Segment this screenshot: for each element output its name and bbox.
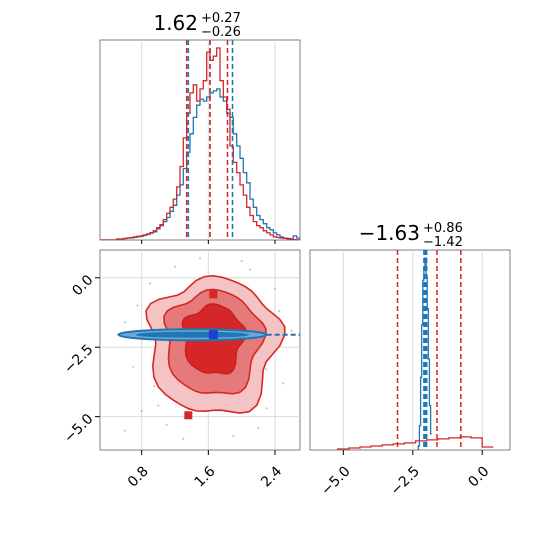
panel-bottom-left-frame	[99, 249, 301, 451]
tick-label-x-bottom-right: −5.0	[318, 463, 353, 498]
contour-blue-core	[135, 331, 250, 338]
scatter-point	[248, 268, 252, 271]
tick-label-x-bottom-left: 1.6	[192, 463, 219, 490]
scatter-point	[123, 429, 127, 432]
scatter-point	[290, 329, 293, 332]
title-top-left-value: 1.62	[153, 11, 198, 35]
panel-top-left-histograms	[100, 40, 300, 240]
tick-label-y-bottom-left: −5.0	[61, 411, 96, 446]
scatter-point	[278, 310, 281, 313]
tick-label-y-bottom-left: −2.5	[61, 342, 96, 377]
panel-bottom-left-contours	[117, 257, 300, 440]
panel-bottom-right-histograms	[337, 250, 494, 450]
scatter-point	[136, 304, 139, 307]
marker-red	[209, 290, 218, 299]
scatter-point	[232, 435, 235, 438]
histogram-red-y	[337, 436, 494, 450]
scatter-point	[148, 282, 152, 285]
title-top-left-upper: +0.27	[201, 11, 241, 26]
scatter-point	[257, 426, 260, 429]
scatter-point	[165, 423, 168, 427]
scatter-point	[140, 410, 143, 413]
marker-red	[209, 309, 218, 318]
title-bottom-right: −1.63 +0.86 −1.42	[359, 221, 463, 250]
title-bottom-right-value: −1.63	[359, 221, 420, 245]
tick-label-y-bottom-left: 0.0	[69, 272, 96, 299]
panel-top-left-frame	[99, 39, 301, 241]
tick-label-x-bottom-left: 2.4	[258, 463, 285, 490]
marker-blue	[208, 330, 218, 340]
histogram-blue-x	[100, 88, 300, 240]
scatter-point	[132, 365, 135, 368]
tick-label-x-bottom-right: 0.0	[465, 463, 492, 490]
scatter-point	[265, 407, 268, 410]
marker-red	[209, 357, 218, 366]
scatter-point	[282, 382, 285, 385]
tick-label-x-bottom-left: 0.8	[125, 463, 152, 490]
panel-bottom-right-frame	[309, 249, 511, 451]
scatter-point	[240, 260, 243, 263]
scatter-point	[198, 257, 202, 260]
scatter-point	[153, 385, 156, 388]
scatter-point	[173, 265, 177, 268]
title-top-left: 1.62 +0.27 −0.26	[153, 11, 240, 40]
scatter-point	[182, 437, 185, 440]
histogram-red-x	[100, 47, 300, 240]
title-bottom-right-upper: +0.86	[423, 221, 463, 236]
scatter-point	[123, 321, 127, 324]
scatter-point	[273, 287, 277, 290]
title-top-left-lower: −0.26	[201, 25, 241, 40]
scatter-point	[265, 368, 268, 371]
marker-red	[184, 411, 193, 420]
tick-label-x-bottom-right: −2.5	[388, 463, 423, 498]
scatter-point	[157, 404, 160, 407]
title-bottom-right-lower: −1.42	[423, 235, 463, 250]
